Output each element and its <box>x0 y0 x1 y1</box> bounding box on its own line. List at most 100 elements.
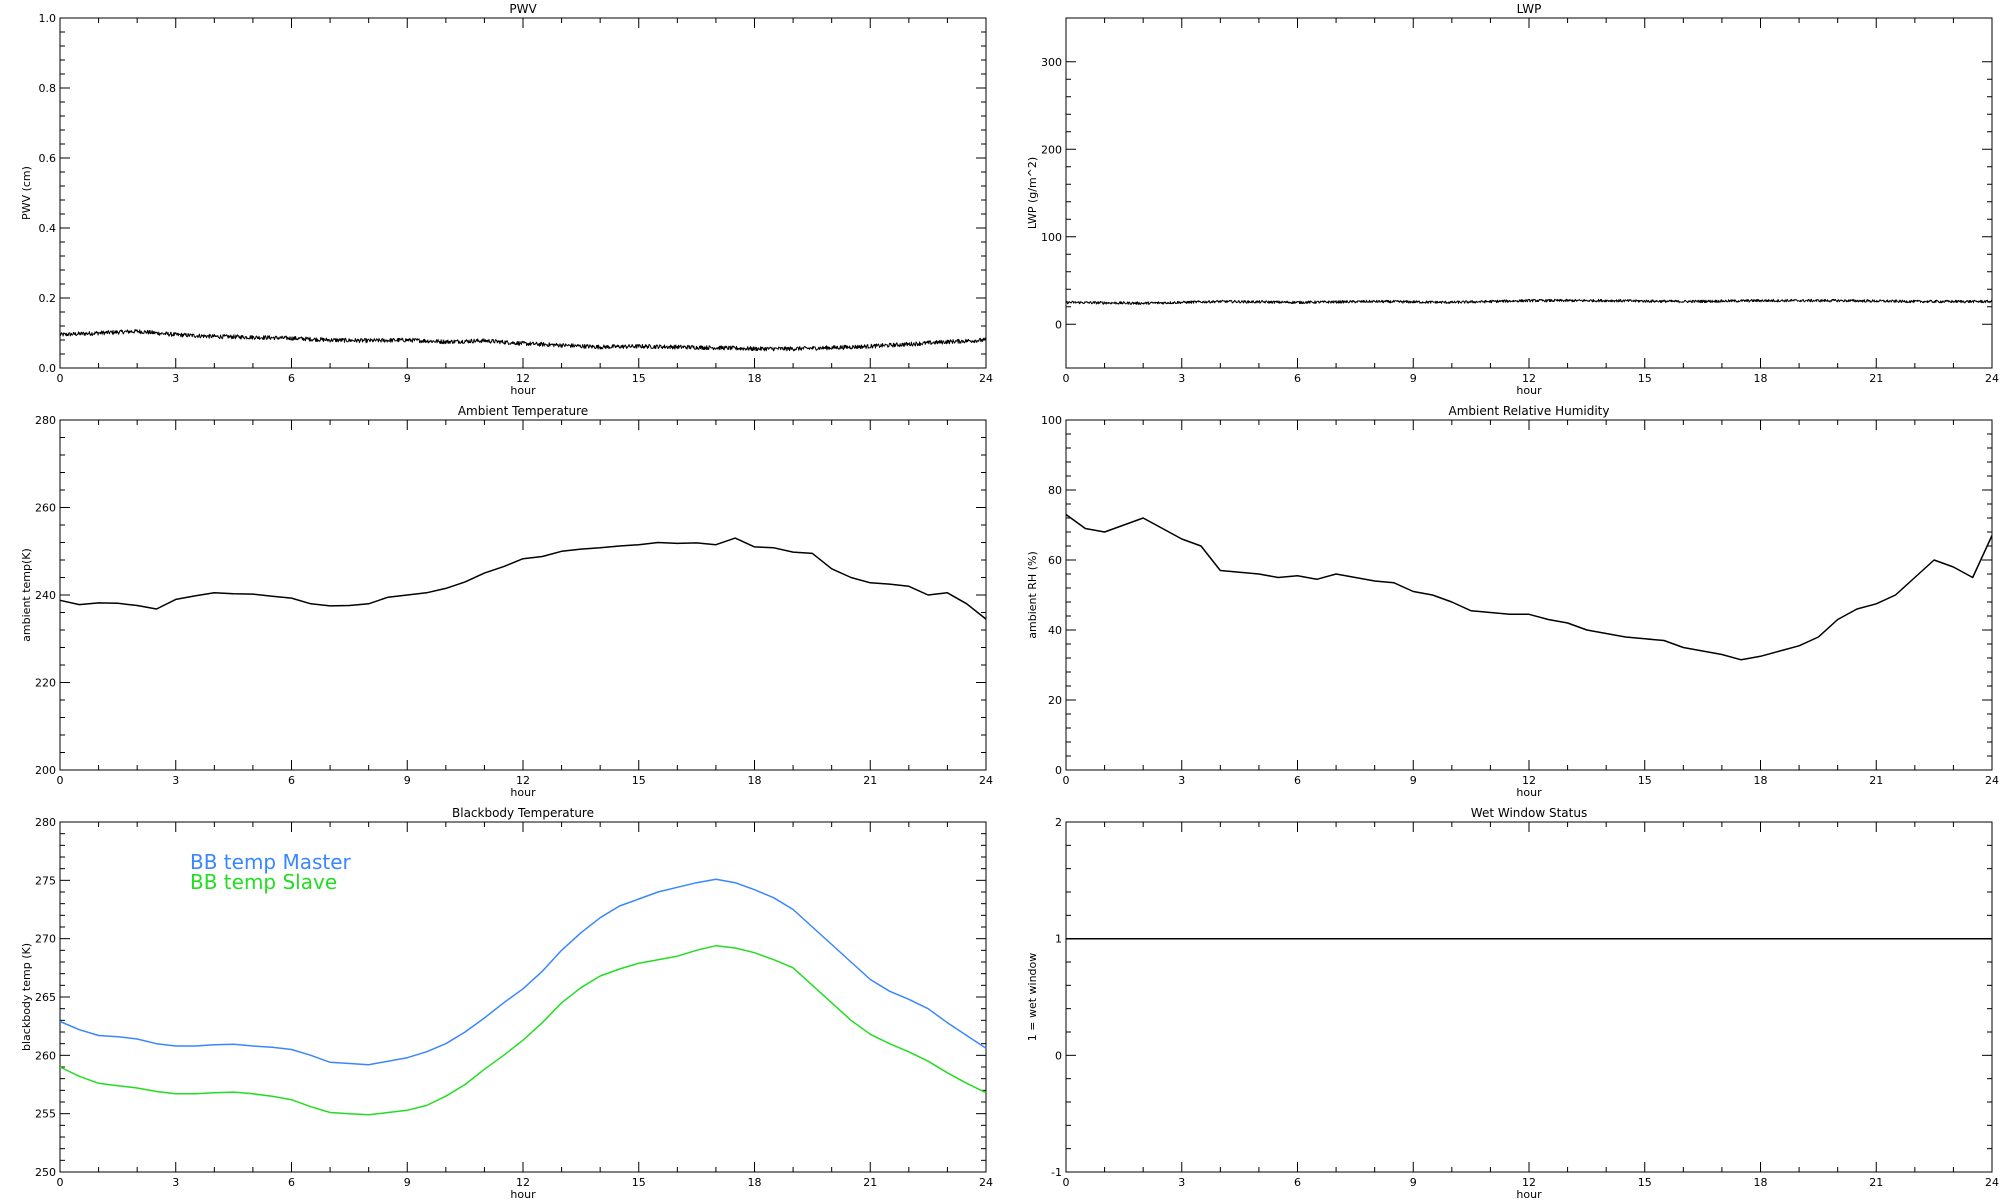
x-tick-label: 18 <box>1754 1176 1768 1189</box>
x-tick-label: 0 <box>1063 774 1070 787</box>
chart-title: LWP <box>1517 2 1542 16</box>
y-tick-label: 220 <box>35 677 56 690</box>
x-tick-label: 3 <box>172 774 179 787</box>
x-tick-label: 24 <box>1985 1176 1999 1189</box>
x-tick-label: 3 <box>172 1176 179 1189</box>
y-axis-label: LWP (g/m^2) <box>1026 157 1039 229</box>
x-tick-label: 0 <box>1063 1176 1070 1189</box>
x-tick-label: 21 <box>1869 1176 1883 1189</box>
x-tick-label: 21 <box>863 1176 877 1189</box>
legend-entry: BB temp Slave <box>190 870 337 894</box>
x-tick-label: 6 <box>288 1176 295 1189</box>
legend-entry: BB temp Master <box>190 850 352 874</box>
x-tick-label: 15 <box>632 372 646 385</box>
series-line <box>59 944 987 1116</box>
plot-frame <box>59 17 987 369</box>
y-tick-label: 265 <box>35 991 56 1004</box>
plot-frame <box>1065 419 1993 771</box>
x-tick-label: 3 <box>1178 372 1185 385</box>
series-line <box>59 878 987 1066</box>
y-tick-label: 280 <box>35 414 56 427</box>
x-tick-label: 15 <box>632 1176 646 1189</box>
y-tick-label: 0 <box>1055 318 1062 331</box>
x-tick-label: 12 <box>516 1176 530 1189</box>
y-tick-label: 260 <box>35 1049 56 1062</box>
x-tick-label: 24 <box>1985 774 1999 787</box>
y-tick-label: 0 <box>1055 1049 1062 1062</box>
x-tick-label: 9 <box>1410 1176 1417 1189</box>
x-axis-label: hour <box>1516 384 1542 397</box>
x-tick-label: 12 <box>516 774 530 787</box>
x-tick-label: 6 <box>1294 774 1301 787</box>
chart-title: Ambient Relative Humidity <box>1449 404 1610 418</box>
x-tick-label: 9 <box>404 372 411 385</box>
x-axis-label: hour <box>1516 786 1542 799</box>
y-tick-label: 0.2 <box>39 292 57 305</box>
x-tick-label: 3 <box>1178 774 1185 787</box>
x-tick-label: 18 <box>748 372 762 385</box>
y-tick-label: 1 <box>1055 933 1062 946</box>
y-tick-label: 0.0 <box>39 362 57 375</box>
series-line <box>1065 513 1993 661</box>
x-axis-label: hour <box>510 1188 536 1200</box>
y-axis-label: PWV (cm) <box>20 166 33 220</box>
series-line <box>59 537 987 620</box>
x-axis-label: hour <box>510 384 536 397</box>
y-tick-label: 0.6 <box>39 152 57 165</box>
x-tick-label: 3 <box>172 372 179 385</box>
x-tick-label: 0 <box>57 372 64 385</box>
y-tick-label: 240 <box>35 589 56 602</box>
x-tick-label: 6 <box>1294 1176 1301 1189</box>
y-tick-label: 60 <box>1048 554 1062 567</box>
y-tick-label: 260 <box>35 502 56 515</box>
y-tick-label: 275 <box>35 874 56 887</box>
plot-frame <box>1065 821 1993 1173</box>
x-tick-label: 24 <box>979 372 993 385</box>
series-line <box>59 328 987 352</box>
x-tick-label: 18 <box>1754 372 1768 385</box>
series-line <box>1065 298 1993 305</box>
x-tick-label: 6 <box>288 372 295 385</box>
x-tick-label: 24 <box>1985 372 1999 385</box>
x-tick-label: 9 <box>404 1176 411 1189</box>
x-tick-label: 15 <box>1638 774 1652 787</box>
chart-title: PWV <box>509 2 537 16</box>
y-tick-label: 200 <box>35 764 56 777</box>
y-tick-label: 0 <box>1055 764 1062 777</box>
y-axis-label: blackbody temp (K) <box>20 943 33 1051</box>
y-tick-label: 0.4 <box>39 222 57 235</box>
y-tick-label: 100 <box>1041 231 1062 244</box>
x-tick-label: 24 <box>979 1176 993 1189</box>
x-tick-label: 21 <box>1869 372 1883 385</box>
y-axis-label: 1 = wet window <box>1026 953 1039 1042</box>
chart-title: Wet Window Status <box>1471 806 1587 820</box>
x-axis-label: hour <box>510 786 536 799</box>
y-tick-label: 200 <box>1041 143 1062 156</box>
chart-bb-temp: Blackbody Temperature 0 3 6 9 12 15 18 21 24 hour 2… <box>20 806 993 1200</box>
y-tick-label: 1.0 <box>39 12 57 25</box>
y-tick-label: -1 <box>1051 1166 1062 1179</box>
chart-ambient-temp: Ambient Temperature 0 3 6 9 12 15 18 21 24 hour 200… <box>20 404 993 799</box>
x-tick-label: 0 <box>57 1176 64 1189</box>
y-axis-label: ambient temp(K) <box>20 548 33 642</box>
x-tick-label: 18 <box>748 774 762 787</box>
y-tick-label: 270 <box>35 933 56 946</box>
y-tick-label: 80 <box>1048 484 1062 497</box>
y-tick-label: 100 <box>1041 414 1062 427</box>
x-tick-label: 6 <box>1294 372 1301 385</box>
chart-title: Ambient Temperature <box>458 404 588 418</box>
x-tick-label: 12 <box>1522 372 1536 385</box>
y-tick-label: 40 <box>1048 624 1062 637</box>
y-tick-label: 255 <box>35 1108 56 1121</box>
chart-ambient-rh: Ambient Relative Humidity 0 3 6 9 12 15 18 21 24 h… <box>1026 404 1999 799</box>
x-tick-label: 12 <box>1522 1176 1536 1189</box>
y-tick-label: 2 <box>1055 816 1062 829</box>
x-tick-label: 6 <box>288 774 295 787</box>
y-tick-label: 250 <box>35 1166 56 1179</box>
plot-frame <box>1065 17 1993 369</box>
y-tick-label: 0.8 <box>39 82 57 95</box>
x-tick-label: 12 <box>516 372 530 385</box>
x-tick-label: 21 <box>863 774 877 787</box>
chart-lwp: LWP 0 3 6 9 12 15 18 21 24 hour 0 100 200 300 LWP (g/m^… <box>1026 2 1999 397</box>
